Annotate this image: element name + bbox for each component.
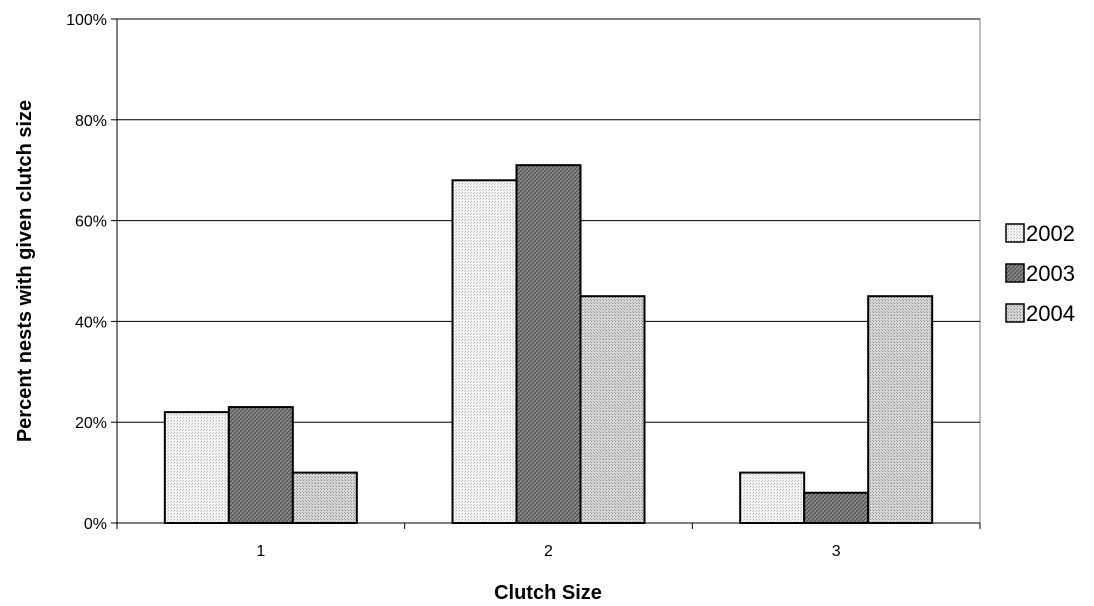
legend-label-2002: 2002 — [1026, 221, 1075, 246]
bar-2002-1 — [163, 411, 230, 524]
legend-swatch-2002 — [1005, 223, 1025, 243]
bar-2003-3 — [803, 491, 870, 525]
bar-2003-2 — [515, 164, 582, 524]
bar-2004-3 — [867, 295, 934, 525]
bars — [163, 164, 934, 525]
y-tick-label: 60% — [75, 214, 107, 231]
legend-label-2003: 2003 — [1026, 261, 1075, 286]
bar-2002-3 — [739, 471, 806, 525]
x-axis-title: Clutch Size — [494, 582, 602, 604]
y-tick-label: 100% — [66, 12, 107, 29]
x-tick-label: 2 — [544, 543, 553, 560]
y-axis-ticks: 0% 20% 40% 60% 80% 100% — [66, 12, 117, 533]
y-tick-label: 0% — [84, 516, 107, 533]
x-tick-label: 3 — [832, 543, 841, 560]
legend-label-2004: 2004 — [1026, 301, 1075, 326]
bar-2004-2 — [579, 295, 646, 525]
legend-swatch-2003 — [1005, 263, 1025, 283]
y-tick-label: 80% — [75, 113, 107, 130]
legend: 2002 2003 2004 — [1005, 221, 1075, 326]
x-axis-ticks: 1 2 3 — [116, 523, 981, 560]
bar-2003-1 — [227, 406, 294, 524]
bar-2004-1 — [291, 471, 358, 525]
y-tick-label: 40% — [75, 314, 107, 331]
legend-swatch-2004 — [1005, 303, 1025, 323]
bar-2002-2 — [451, 179, 518, 524]
y-axis-title: Percent nests with given clutch size — [14, 100, 36, 442]
x-tick-label: 1 — [256, 543, 265, 560]
y-tick-label: 20% — [75, 415, 107, 432]
